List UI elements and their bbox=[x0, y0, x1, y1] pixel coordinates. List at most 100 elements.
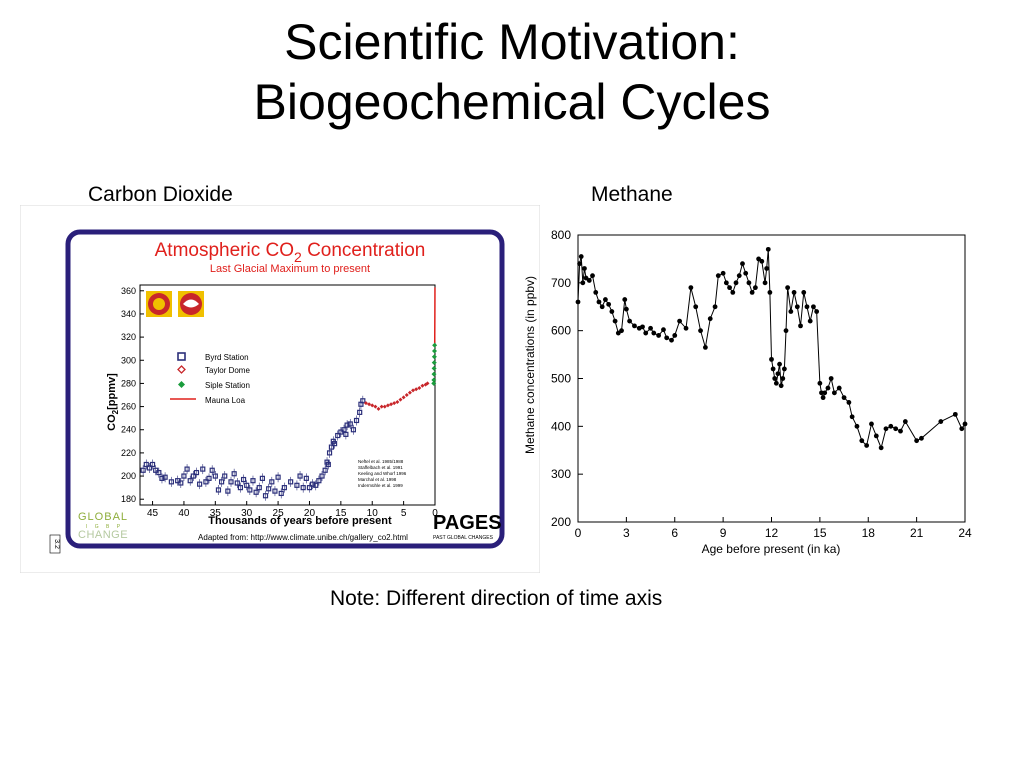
methane-point bbox=[888, 423, 894, 429]
methane-point bbox=[593, 290, 599, 295]
taylor-point bbox=[382, 404, 387, 409]
taylor-point bbox=[379, 404, 384, 409]
methane-point bbox=[693, 304, 699, 310]
methane-y-tick-label: 300 bbox=[551, 467, 571, 481]
byrd-point bbox=[281, 485, 287, 491]
methane-point bbox=[798, 323, 803, 329]
byrd-point bbox=[162, 474, 168, 480]
pages-logo: PAGES PAST GLOBAL CHANGES bbox=[433, 512, 502, 541]
reference-5: Indermühle et al. 1999 bbox=[358, 483, 403, 488]
byrd-point bbox=[159, 475, 165, 481]
byrd-point bbox=[343, 431, 349, 437]
methane-point bbox=[788, 309, 794, 314]
co2-legend: Byrd Station Taylor Dome Siple Station M… bbox=[170, 352, 250, 405]
global-logo-mid: I G B P bbox=[86, 524, 123, 530]
methane-point bbox=[712, 304, 718, 310]
byrd-point bbox=[156, 469, 162, 476]
byrd-point bbox=[168, 479, 174, 485]
siple-point bbox=[431, 354, 437, 360]
siple-point bbox=[431, 360, 437, 366]
taylor-point bbox=[385, 403, 390, 408]
title-line-1: Scientific Motivation: bbox=[284, 14, 740, 70]
methane-point bbox=[648, 325, 653, 331]
byrd-point bbox=[269, 479, 275, 485]
taylor-point bbox=[417, 386, 422, 391]
byrd-point bbox=[319, 473, 325, 479]
byrd-point bbox=[262, 493, 269, 499]
methane-x-tick-label: 3 bbox=[623, 526, 630, 540]
note-text: Note: Different direction of time axis bbox=[330, 587, 663, 610]
methane-axes-frame bbox=[577, 234, 966, 523]
byrd-point bbox=[234, 480, 240, 486]
byrd-point bbox=[344, 422, 350, 428]
byrd-point bbox=[322, 467, 328, 473]
global-logo-bottom: CHANGE bbox=[78, 529, 128, 541]
methane-point bbox=[822, 390, 828, 396]
byrd-point bbox=[250, 478, 256, 484]
noaa-logo-right bbox=[178, 291, 204, 317]
taylor-point bbox=[398, 397, 403, 402]
methane-point bbox=[746, 280, 752, 286]
byrd-point bbox=[353, 417, 360, 424]
siple-point bbox=[431, 380, 437, 386]
taylor-point bbox=[425, 381, 430, 386]
methane-point bbox=[575, 299, 581, 305]
co2-x-tick-label: 5 bbox=[401, 508, 407, 519]
pages-logo-text: PAGES bbox=[433, 512, 502, 534]
methane-point bbox=[627, 318, 632, 324]
global-logo-top: GLOBAL bbox=[78, 511, 128, 523]
byrd-point bbox=[190, 473, 196, 479]
methane-point bbox=[959, 426, 965, 432]
co2-x-axis-label: Thousands of years before present bbox=[208, 515, 392, 527]
methane-point bbox=[651, 330, 657, 336]
methane-point bbox=[586, 278, 592, 283]
byrd-point bbox=[272, 488, 278, 494]
byrd-point bbox=[244, 482, 250, 488]
byrd-point bbox=[228, 479, 234, 485]
methane-y-tick-label: 500 bbox=[551, 372, 571, 386]
pages-logo-subtext: PAST GLOBAL CHANGES bbox=[433, 535, 494, 541]
methane-point bbox=[836, 385, 842, 391]
co2-y-tick-label: 280 bbox=[121, 378, 136, 388]
global-change-logo: GLOBAL I G B P CHANGE bbox=[78, 511, 128, 541]
methane-point bbox=[791, 290, 797, 295]
co2-y-tick-label: 200 bbox=[121, 471, 136, 481]
methane-x-tick-label: 15 bbox=[813, 526, 827, 540]
byrd-point bbox=[325, 461, 331, 468]
methane-point bbox=[580, 280, 586, 286]
methane-y-axis-label: Methane concentrations (in ppbv) bbox=[523, 276, 537, 454]
methane-line bbox=[577, 249, 966, 450]
methane-point bbox=[609, 309, 615, 314]
taylor-point bbox=[373, 404, 378, 409]
byrd-point bbox=[149, 461, 156, 468]
taylor-point bbox=[376, 406, 381, 411]
methane-point bbox=[677, 318, 682, 324]
methane-point bbox=[817, 380, 823, 386]
byrd-point bbox=[215, 487, 222, 493]
co2-x-tick-label: 0 bbox=[432, 508, 438, 519]
methane-x-axis-label: Age before present (in ka) bbox=[702, 542, 841, 556]
byrd-point bbox=[206, 475, 212, 481]
methane-point bbox=[577, 261, 583, 267]
byrd-point bbox=[187, 478, 193, 484]
co2-y-axis-label: CO2[ppmv] bbox=[106, 373, 120, 431]
methane-point bbox=[804, 304, 810, 310]
byrd-point bbox=[303, 475, 309, 481]
methane-point bbox=[733, 280, 739, 286]
slide-title: Scientific Motivation: Biogeochemical Cy… bbox=[0, 12, 1024, 132]
methane-point bbox=[831, 390, 837, 396]
methane-point bbox=[938, 419, 944, 424]
methane-point bbox=[782, 366, 787, 372]
methane-point bbox=[612, 318, 618, 324]
methane-point bbox=[770, 366, 776, 372]
byrd-point bbox=[357, 409, 363, 415]
methane-point bbox=[603, 297, 608, 302]
co2-y-tick-label: 240 bbox=[121, 425, 136, 435]
byrd-point bbox=[181, 473, 187, 479]
methane-point bbox=[762, 280, 768, 286]
methane-point bbox=[849, 414, 855, 420]
co2-y-tick-label: 360 bbox=[121, 286, 136, 296]
taylor-point bbox=[414, 387, 419, 392]
co2-x-tick-label: 30 bbox=[241, 508, 253, 519]
methane-x-tick-label: 24 bbox=[958, 526, 972, 540]
